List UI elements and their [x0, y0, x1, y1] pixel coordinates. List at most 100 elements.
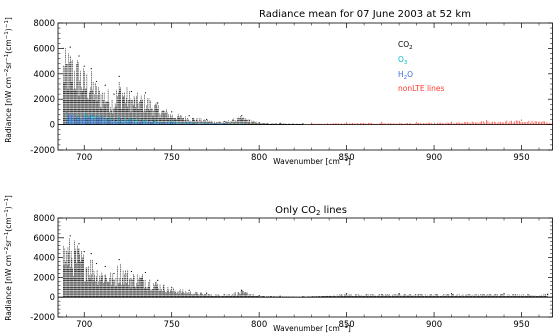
data-point	[157, 279, 159, 281]
data-point	[157, 102, 159, 104]
y-tick-label: -2000	[30, 146, 55, 156]
data-point	[302, 123, 304, 125]
data-point	[153, 118, 155, 121]
data-point	[90, 253, 92, 255]
plot-area: 700 750 800 850 900 950 -2000 0 2000 4000 6000 8000	[30, 19, 553, 163]
data-point	[450, 293, 453, 295]
data-point	[118, 75, 120, 77]
data-point	[188, 122, 190, 124]
y-tick-label: 6000	[33, 234, 55, 244]
data-point	[95, 80, 98, 83]
y-tick-label: 0	[50, 293, 55, 303]
data-point	[153, 120, 155, 123]
data-point	[101, 115, 103, 117]
x-tick-label: 900	[426, 320, 442, 330]
x-tick-label: 800	[251, 320, 267, 330]
data-point	[144, 271, 147, 274]
chart-title: Radiance mean for 07 June 2003 at 52 km	[259, 9, 471, 20]
data-point	[520, 119, 523, 121]
spectral-lines	[311, 120, 553, 125]
x-axis-label: Wavenumber [cm−1]	[273, 157, 351, 166]
data-point	[171, 111, 173, 113]
data-point	[206, 122, 208, 124]
plot-area: 700 750 800 850 900 950 -2000 0 2000 4000 6000 8000	[30, 214, 553, 330]
data-point	[136, 117, 138, 119]
data-point	[279, 122, 281, 124]
x-tick-label: 850	[338, 320, 354, 330]
y-axis-label: Radiance [nW cm−2sr−1(cm−1)−1]	[4, 195, 13, 321]
x-tick-label: 950	[513, 320, 529, 330]
data-point	[503, 293, 505, 295]
y-tick-label: 4000	[33, 70, 55, 80]
data-point	[547, 293, 549, 295]
x-axis-label: Wavenumber [cm−1]	[273, 324, 351, 333]
data-point	[380, 122, 383, 124]
x-tick-label: 950	[513, 153, 529, 163]
data-point	[311, 122, 313, 124]
data-point	[241, 122, 243, 125]
data-point	[346, 122, 348, 124]
data-point	[415, 122, 418, 124]
data-point	[171, 120, 173, 122]
data-point	[188, 115, 190, 117]
data-point	[279, 295, 281, 297]
legend-entry-h2o: H2O	[398, 70, 413, 81]
y-tick-label: 2000	[33, 273, 55, 283]
data-point	[83, 65, 85, 67]
y-tick-label: 2000	[33, 95, 55, 105]
y-tick-label: 8000	[33, 19, 55, 29]
data-point	[90, 68, 92, 70]
data-point	[95, 262, 98, 265]
series-ho	[66, 111, 225, 125]
data-point	[171, 286, 173, 288]
data-point	[130, 90, 133, 93]
spectral-lines	[62, 48, 303, 125]
data-point	[346, 293, 348, 295]
data-point	[83, 112, 85, 114]
x-tick-label: 750	[164, 320, 180, 330]
data-point	[113, 272, 115, 275]
data-point	[144, 92, 147, 94]
data-point	[66, 113, 68, 116]
data-point	[118, 117, 120, 119]
data-point	[241, 289, 243, 291]
data-point	[206, 118, 208, 121]
data-point	[450, 121, 453, 123]
data-point	[69, 235, 71, 237]
series-nonltelines	[311, 119, 553, 125]
y-tick-label: 8000	[33, 214, 55, 224]
data-point	[104, 84, 106, 86]
legend-entry-co2: CO2	[398, 40, 413, 51]
data-point	[485, 120, 488, 122]
data-point	[69, 46, 71, 48]
data-point	[118, 258, 120, 261]
data-point	[104, 265, 106, 268]
y-axis-label: Radiance [nW cm−2sr−1(cm−1)−1]	[4, 17, 13, 143]
data-point	[223, 294, 225, 296]
y-tick-label: 0	[50, 121, 55, 131]
x-tick-label: 850	[338, 153, 354, 163]
data-point	[78, 243, 80, 245]
x-tick-label: 700	[76, 153, 92, 163]
data-point	[206, 292, 208, 294]
data-point	[223, 122, 225, 124]
data-point	[118, 116, 120, 118]
y-tick-label: 6000	[33, 44, 55, 54]
legend-entry-nonlte: nonLTE lines	[398, 84, 444, 93]
data-point	[223, 120, 225, 123]
y-tick-label: -2000	[30, 313, 55, 323]
data-point	[188, 289, 190, 291]
data-point	[78, 55, 80, 57]
data-point	[83, 251, 85, 253]
y-tick-label: 4000	[33, 254, 55, 264]
panel-co2-only: Only CO2 lines 700 750 800 850 900 950 -2000 0 2…	[4, 195, 553, 333]
data-point	[258, 122, 260, 124]
data-point	[66, 111, 68, 113]
spectral-lines	[66, 113, 225, 125]
x-tick-label: 750	[164, 153, 180, 163]
panel-radiance-mean: Radiance mean for 07 June 2003 at 52 km …	[4, 9, 553, 166]
legend: CO2 O3 H2O nonLTE lines	[398, 40, 444, 93]
data-point	[92, 115, 94, 117]
data-point	[113, 93, 115, 95]
